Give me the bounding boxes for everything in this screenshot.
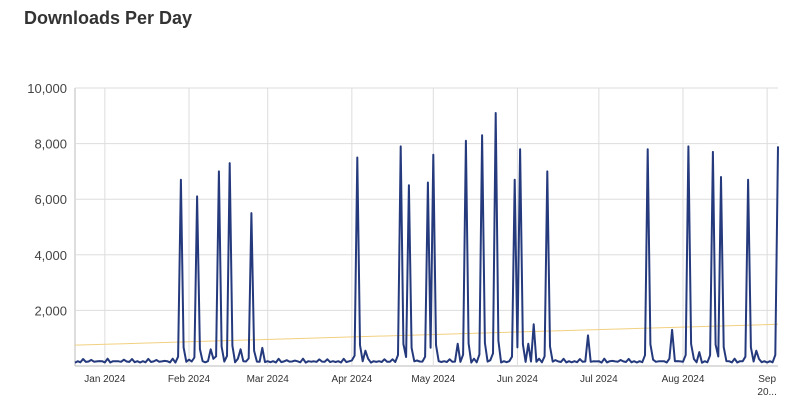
x-tick-label: May 2024: [411, 374, 455, 385]
x-axis-ticks: Jan 2024 Feb 2024 Mar 2024 Apr 2024 May 2024…: [84, 374, 777, 398]
x-tick-label: Aug 2024: [662, 374, 705, 385]
x-tick-label: Jun 2024: [497, 374, 539, 385]
downloads-line: [74, 112, 779, 364]
x-tick-label: Feb 2024: [168, 374, 211, 385]
x-tick-label-line2: 20...: [757, 387, 776, 398]
chart-title: Downloads Per Day: [24, 8, 193, 28]
y-tick-label: 6,000: [34, 192, 67, 207]
y-tick-label: 4,000: [34, 248, 67, 263]
y-tick-label: 2,000: [34, 303, 67, 318]
x-tick-label: Apr 2024: [332, 374, 373, 385]
y-tick-label: 8,000: [34, 137, 67, 152]
y-axis-ticks: 2,000 4,000 6,000 8,000 10,000: [27, 81, 67, 318]
series-layer: [74, 112, 779, 364]
x-tick-label: Sep: [758, 374, 776, 385]
y-tick-label: 10,000: [27, 81, 67, 96]
x-tick-label: Mar 2024: [247, 374, 290, 385]
trend-line: [74, 323, 779, 346]
x-tick-label: Jan 2024: [84, 374, 126, 385]
x-tick-label: Jul 2024: [580, 374, 618, 385]
